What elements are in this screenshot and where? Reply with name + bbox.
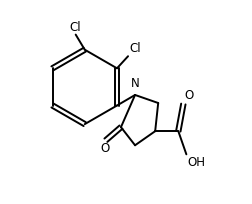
Text: O: O — [100, 142, 110, 155]
Text: N: N — [131, 77, 139, 90]
Text: O: O — [184, 89, 194, 102]
Text: OH: OH — [187, 156, 205, 169]
Text: Cl: Cl — [69, 21, 80, 34]
Text: Cl: Cl — [129, 42, 141, 55]
